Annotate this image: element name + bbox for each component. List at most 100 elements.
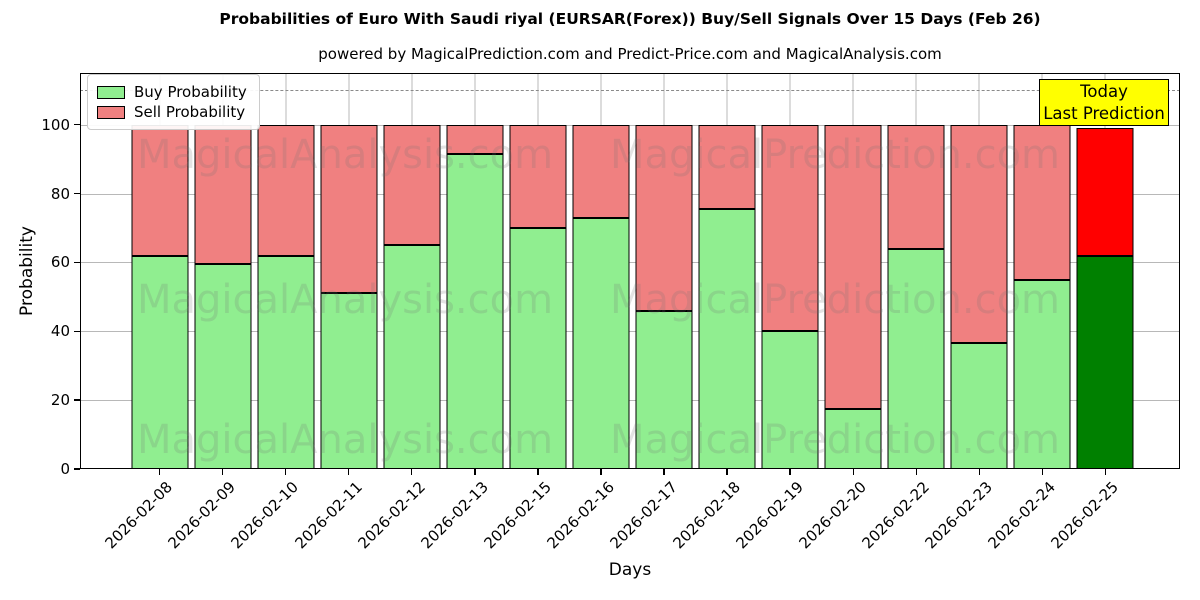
legend-item: Buy Probability — [97, 82, 247, 102]
y-tick-mark — [74, 330, 80, 332]
buy-segment — [446, 153, 504, 469]
plot-area: MagicalAnalysis.com MagicalPrediction.com… — [80, 73, 1180, 469]
buy-segment — [194, 264, 252, 469]
x-tick-mark — [789, 469, 791, 475]
x-tick-mark — [663, 469, 665, 475]
y-tick-label: 0 — [60, 460, 70, 478]
sell-segment — [824, 124, 882, 409]
x-tick-mark — [284, 469, 287, 475]
y-gridline — [80, 193, 1180, 195]
sell-segment — [383, 124, 441, 246]
buy-segment — [320, 293, 378, 469]
x-tick-label: 2026-02-10 — [228, 478, 303, 553]
x-tick-mark — [1104, 469, 1107, 475]
bar-slot — [128, 73, 191, 469]
x-tick-label: 2026-02-15 — [480, 478, 555, 553]
y-tick-label: 20 — [50, 391, 70, 410]
x-tick-label: 2026-02-22 — [858, 478, 934, 553]
x-tick-mark — [978, 469, 981, 475]
sell-segment — [446, 124, 504, 154]
legend-item-label: Buy Probability — [134, 83, 247, 101]
x-tick-label: 2026-02-13 — [417, 478, 492, 553]
x-tick-label: 2026-02-16 — [543, 478, 618, 553]
sell-segment — [1013, 124, 1071, 280]
sell-segment — [635, 124, 693, 311]
sell-segment — [257, 124, 315, 256]
y-tick-mark — [74, 192, 80, 195]
x-tick-label: 2026-02-23 — [921, 478, 997, 553]
y-gridline — [80, 262, 1180, 264]
bar-slot — [569, 73, 632, 469]
sell-segment — [320, 124, 378, 294]
sell-segment — [887, 124, 945, 249]
y-gridline — [80, 400, 1180, 402]
sell-segment — [698, 124, 756, 210]
buy-segment — [1076, 255, 1134, 469]
y-tick-mark — [74, 261, 80, 264]
x-tick-mark — [411, 469, 413, 475]
legend-item-label: Sell Probability — [134, 103, 246, 121]
y-gridline — [80, 331, 1180, 333]
buy-segment — [131, 255, 189, 469]
buy-segment — [257, 255, 315, 469]
buy-segment — [698, 209, 756, 469]
x-tick-label: 2026-02-24 — [984, 478, 1060, 553]
bar-slot — [696, 73, 759, 469]
today-annotation-line1: Today — [1080, 81, 1128, 101]
sell-segment — [131, 124, 189, 256]
bar-slot — [633, 73, 696, 469]
sell-segment — [761, 124, 819, 332]
x-tick-mark — [474, 469, 476, 475]
sell-segment — [1076, 128, 1134, 256]
buy-segment — [761, 331, 819, 469]
bar-slot — [191, 73, 254, 469]
buy-segment — [887, 248, 945, 469]
x-tick-mark — [915, 469, 917, 475]
bar-slot — [822, 73, 885, 469]
today-annotation: Today Last Prediction — [1039, 79, 1169, 126]
bars-container — [128, 73, 1137, 469]
y-tick-label: 40 — [50, 322, 70, 341]
sell-segment — [509, 124, 567, 228]
bar-slot — [506, 73, 569, 469]
y-tick-label: 60 — [50, 253, 70, 272]
x-tick-label: 2026-02-11 — [291, 478, 366, 553]
dashed-guide-line — [80, 90, 1180, 92]
x-tick-label: 2026-02-08 — [101, 478, 177, 553]
chart-subtitle: powered by MagicalPrediction.com and Pre… — [318, 45, 942, 63]
x-tick-mark — [348, 469, 350, 475]
x-tick-mark — [537, 469, 539, 475]
bar-slot — [254, 73, 317, 469]
x-tick-label: 2026-02-17 — [606, 478, 681, 553]
x-tick-mark — [221, 469, 224, 475]
bar-slot — [317, 73, 380, 469]
x-tick-label: 2026-02-19 — [732, 478, 807, 553]
bar-slot — [380, 73, 443, 469]
buy-segment — [950, 343, 1008, 469]
chart-title: Probabilities of Euro With Saudi riyal (… — [219, 10, 1041, 28]
legend-item: Sell Probability — [97, 102, 247, 122]
y-tick-mark — [74, 399, 80, 401]
sell-segment — [572, 124, 630, 218]
legend-swatch — [97, 105, 125, 119]
legend: Buy Probability Sell Probability — [87, 74, 260, 130]
bar-slot — [948, 73, 1011, 469]
y-tick-label: 80 — [50, 184, 70, 203]
y-tick-mark — [74, 468, 80, 470]
buy-segment — [635, 310, 693, 469]
buy-segment — [572, 217, 630, 469]
sell-segment — [950, 124, 1008, 344]
x-tick-mark — [158, 469, 161, 475]
sell-segment — [194, 124, 252, 265]
y-tick-label: 100 — [41, 115, 70, 134]
buy-segment — [509, 227, 567, 469]
x-tick-mark — [1041, 469, 1044, 475]
x-tick-label: 2026-02-25 — [1047, 478, 1123, 553]
today-annotation-line2: Last Prediction — [1043, 103, 1165, 123]
bar-slot — [1011, 73, 1074, 469]
y-axis-label: Probability — [17, 226, 37, 316]
bar-slot — [1074, 73, 1137, 469]
x-tick-mark — [600, 469, 602, 475]
buy-segment — [383, 245, 441, 469]
